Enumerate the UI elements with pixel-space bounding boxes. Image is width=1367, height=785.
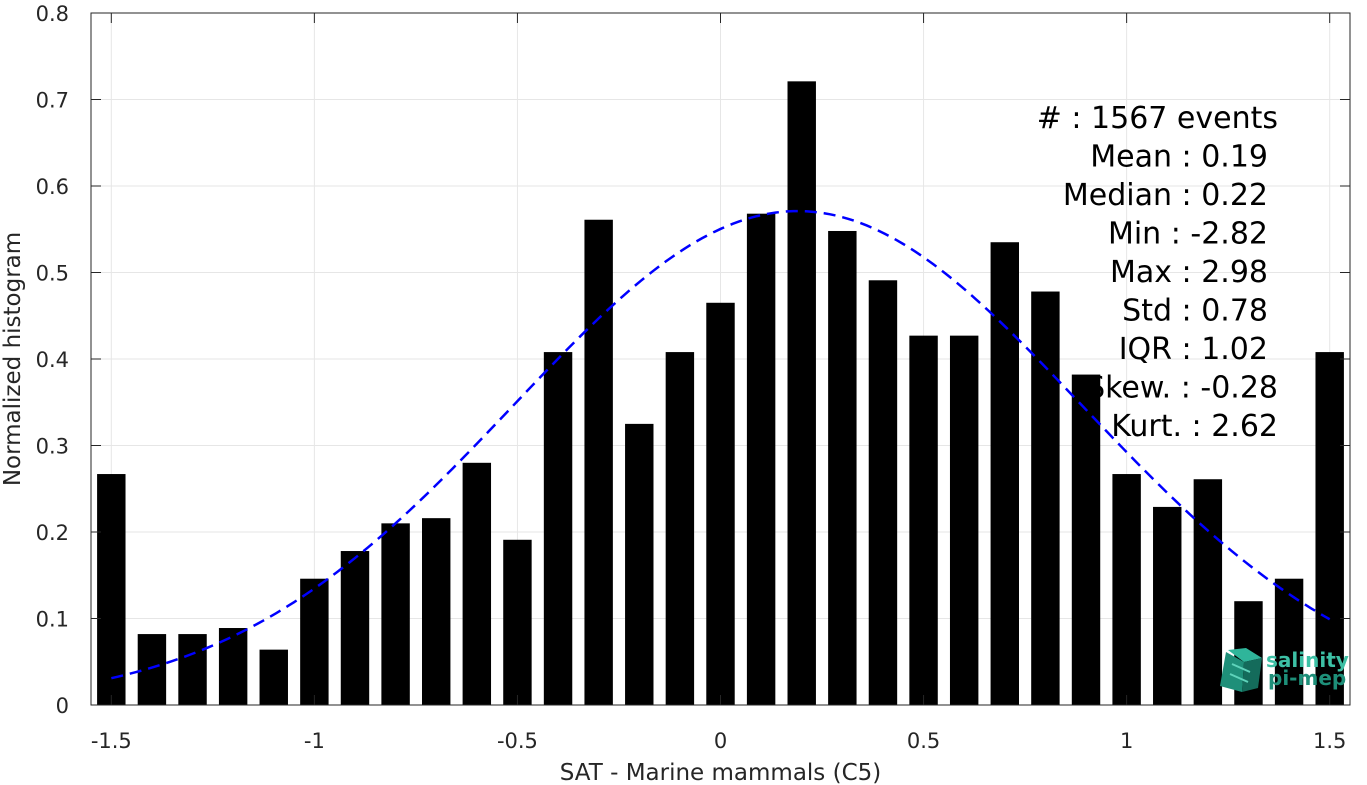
axis-ticks	[91, 12, 1350, 706]
histogram-bar-7	[381, 523, 410, 705]
y-tick-label-5: 0.5	[36, 262, 69, 286]
histogram-bar-23	[1031, 291, 1060, 705]
histogram-bar-12	[584, 219, 613, 706]
histogram-bar-20	[909, 335, 938, 705]
y-tick-label-0: 0	[56, 694, 69, 718]
y-tick-label-2: 0.2	[36, 521, 69, 545]
histogram-bar-9	[462, 462, 492, 705]
histogram-bar-26	[1153, 506, 1182, 705]
histogram-bar-19	[868, 280, 898, 705]
logo-cube-icon	[1220, 648, 1262, 692]
stats-line-8: Kurt. : 2.62	[1111, 409, 1278, 444]
histogram-bar-6	[340, 551, 370, 705]
histogram-bar-0	[97, 474, 126, 705]
stats-line-5: Std : 0.78	[1122, 294, 1268, 329]
x-tick-label-3: 0	[714, 729, 727, 753]
histogram-bar-5	[300, 578, 329, 705]
y-tick-label-6: 0.6	[36, 175, 69, 199]
histogram-bar-15	[706, 302, 735, 705]
x-tick-label-4: 0.5	[907, 729, 940, 753]
stats-line-1: Mean : 0.19	[1090, 140, 1268, 175]
histogram-bar-4	[259, 649, 288, 705]
stats-line-2: Median : 0.22	[1063, 178, 1268, 213]
logo-text-pimep: pi-mep	[1268, 666, 1346, 690]
y-tick-label-4: 0.4	[36, 348, 69, 372]
x-tick-labels: -1.5 -1 -0.5 0 0.5 1 1.5	[91, 729, 1347, 753]
stats-line-6: IQR : 1.02	[1119, 332, 1268, 367]
y-tick-label-8: 0.8	[36, 2, 69, 26]
histogram-bar-16	[746, 213, 776, 705]
y-tick-label-1: 0.1	[36, 608, 69, 632]
gaussian-fit-curve	[111, 209, 1331, 680]
histogram-bar-14	[665, 352, 695, 705]
histogram-bar-27	[1193, 479, 1223, 705]
histogram-bar-21	[949, 335, 979, 705]
x-tick-label-1: -1	[304, 729, 325, 753]
histogram-bar-22	[990, 242, 1020, 705]
histogram-bar-24	[1071, 374, 1101, 705]
stats-line-4: Max : 2.98	[1110, 255, 1268, 290]
histogram-bar-25	[1112, 474, 1141, 705]
y-tick-labels: 0 0.1 0.2 0.3 0.4 0.5 0.6 0.7 0.8	[36, 2, 69, 718]
x-tick-label-2: -0.5	[497, 729, 538, 753]
x-axis-label: SAT - Marine mammals (C5)	[560, 760, 882, 785]
histogram-bar-18	[828, 230, 857, 706]
histogram-bar-17	[787, 81, 816, 705]
histogram-bar-11	[543, 352, 573, 705]
histogram-bars	[97, 81, 1344, 706]
x-tick-label-6: 1.5	[1313, 729, 1346, 753]
histogram-bar-10	[503, 539, 532, 705]
histogram-bar-30	[1315, 352, 1344, 705]
salinity-pimep-logo: salinity pi-mep	[1220, 648, 1349, 692]
histogram-bar-1	[137, 634, 167, 705]
logo-text-salinity: salinity	[1266, 648, 1349, 672]
histogram-bar-2	[178, 634, 207, 705]
stats-line-0: # : 1567 events	[1037, 101, 1278, 136]
histogram-bar-8	[421, 518, 451, 705]
x-tick-label-0: -1.5	[91, 729, 132, 753]
x-tick-label-5: 1	[1120, 729, 1133, 753]
stats-line-7: Skew. : -0.28	[1086, 371, 1278, 406]
y-axis-label: Normalized histogram	[0, 232, 26, 486]
y-tick-label-3: 0.3	[36, 435, 69, 459]
y-tick-label-7: 0.7	[36, 89, 69, 113]
stats-line-3: Min : -2.82	[1108, 217, 1268, 252]
histogram-bar-13	[625, 423, 654, 705]
